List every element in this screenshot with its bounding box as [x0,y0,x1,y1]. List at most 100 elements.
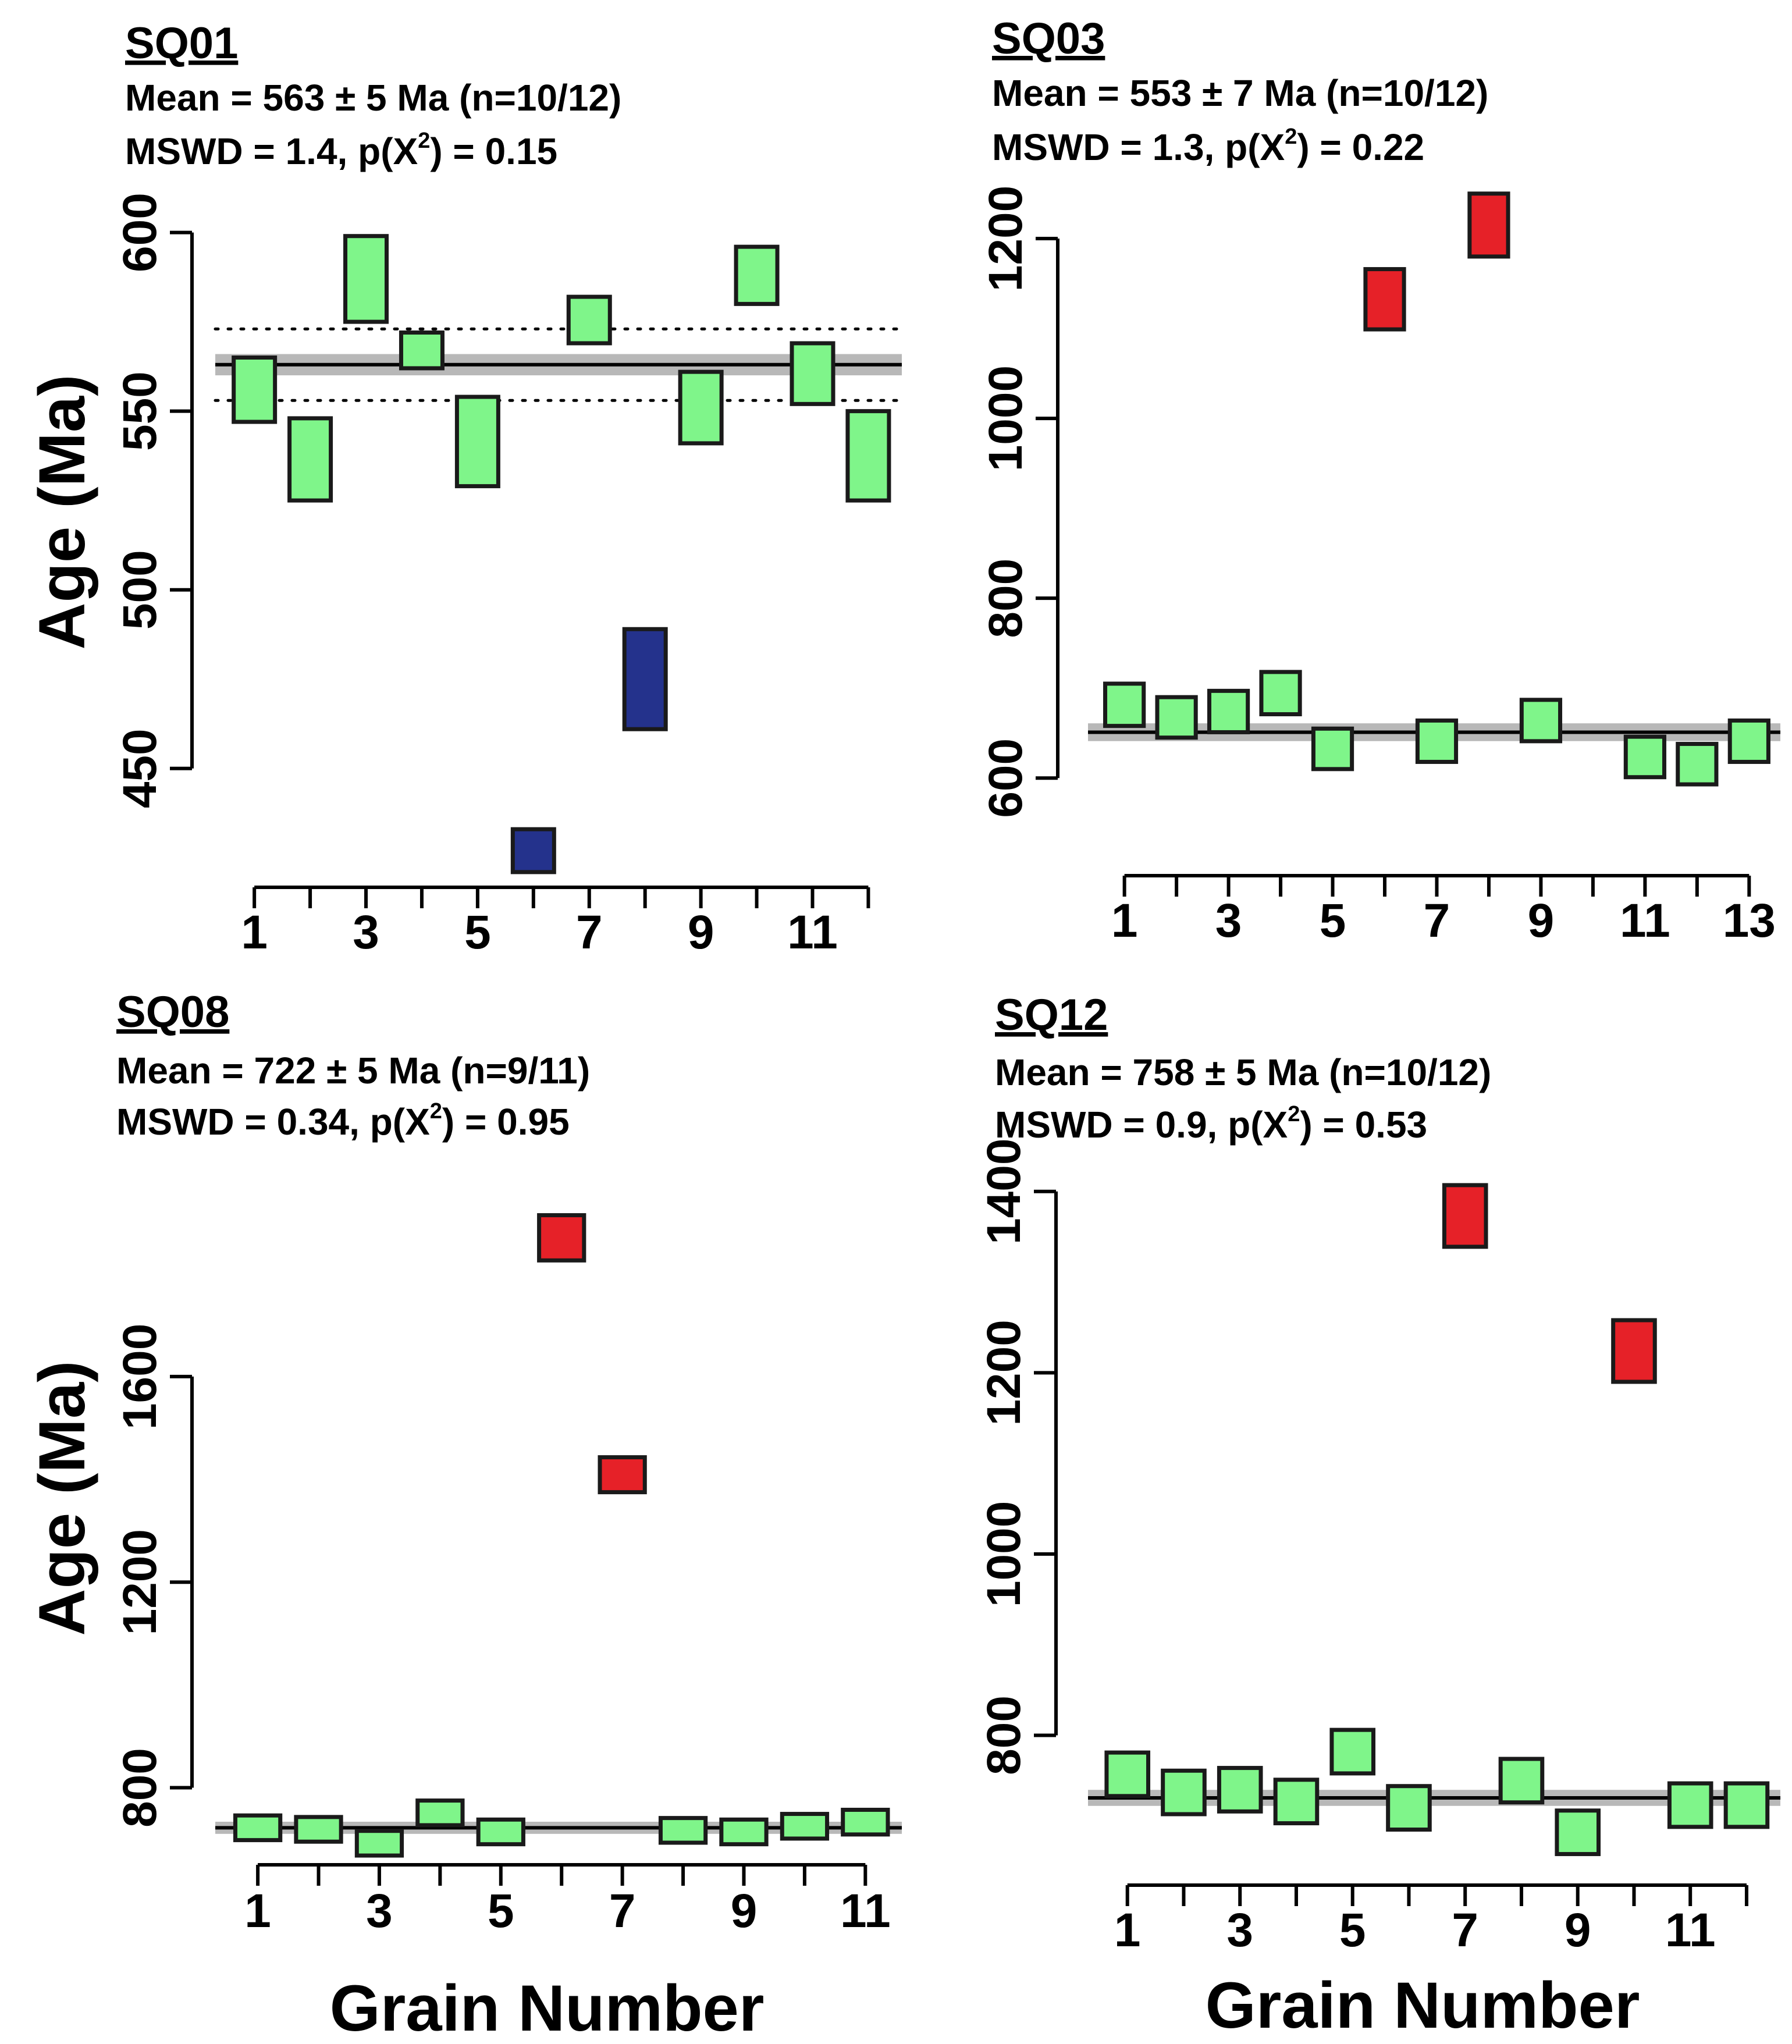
mswd-text: MSWD = 0.34, p(X [116,1101,430,1143]
grain-box-8-concordant [1498,1757,1545,1805]
y-tick-label: 1000 [979,365,1032,471]
panel-title: SQ12 [995,990,1108,1040]
grain-box-9-concordant [719,1817,769,1847]
grain-box-6-discordant [1363,267,1406,332]
mswd-text: MSWD = 1.3, p(X [992,126,1285,168]
x-tick-label: 7 [1424,894,1450,947]
mswd-label: MSWD = 0.9, p(X2) = 0.53 [995,1102,1427,1146]
grain-box-12-concordant [1676,742,1719,787]
x-tick-label: 5 [1320,894,1346,947]
mswd-text: MSWD = 1.4, p(X [125,130,418,172]
x-axis-label: Grain Number [1206,1969,1640,2042]
panel-title: SQ03 [992,14,1105,63]
y-tick-label: 450 [113,728,166,808]
x-tick-label: 3 [1215,894,1242,947]
y-axis-label: Age (Ma) [26,1361,98,1636]
chart-panel-sq08: SQ08 Mean = 722 ± 5 Ma (n=9/11) MSWD = 0.3… [26,987,902,2044]
mean-label: Mean = 553 ± 7 Ma (n=10/12) [992,72,1488,114]
y-axis-label: Age (Ma) [26,375,98,650]
x-tick-label: 7 [576,906,603,959]
grain-box-4-concordant [1259,670,1302,717]
mswd-label: MSWD = 0.34, p(X2) = 0.95 [116,1099,570,1143]
grain-box-7-discordant [598,1455,647,1495]
grain-box-3-concordant [343,234,389,324]
mswd-tail: ) = 0.95 [442,1101,570,1143]
mswd-superscript: 2 [1285,125,1297,149]
x-tick-label: 5 [1339,1904,1366,1957]
x-tick-label: 3 [366,1885,393,1938]
mswd-superscript: 2 [1288,1102,1300,1126]
grain-box-8-young [622,627,668,731]
mean-label: Mean = 758 ± 5 Ma (n=10/12) [995,1051,1491,1093]
x-tick-label: 3 [1226,1904,1253,1957]
grain-box-12-concordant [1723,1781,1770,1829]
grain-box-11-concordant [841,1807,890,1837]
grain-box-9-concordant [678,369,724,446]
grain-box-1-concordant [1104,1750,1151,1798]
grain-box-5-concordant [476,1817,525,1847]
grain-box-2-concordant [287,416,333,503]
x-tick-label: 1 [1114,1904,1141,1957]
grain-box-2-concordant [1161,1768,1207,1817]
grain-box-5-concordant [454,394,500,489]
x-tick-label: 7 [1452,1904,1478,1957]
mswd-tail: ) = 0.22 [1297,126,1424,168]
y-tick-label: 600 [979,738,1032,818]
grain-box-1-concordant [232,356,278,424]
mswd-tail: ) = 0.15 [430,130,557,172]
x-tick-label: 1 [241,906,268,959]
x-tick-label: 1 [244,1885,271,1938]
grain-box-10-concordant [780,1812,830,1841]
y-tick-label: 800 [113,1748,166,1828]
y-tick-label: 1600 [113,1324,166,1430]
y-tick-label: 1200 [113,1529,166,1635]
x-tick-label: 9 [1565,1904,1591,1957]
chart-panel-sq03: SQ03 Mean = 553 ± 7 Ma (n=10/12) MSWD = 1.… [979,14,1780,947]
y-tick-label: 1400 [977,1139,1030,1245]
y-tick-label: 800 [977,1695,1030,1775]
x-tick-label: 5 [488,1885,514,1938]
grain-box-4-concordant [399,330,445,371]
chart-panel-sq12: SQ12 Mean = 758 ± 5 Ma (n=10/12) MSWD = 0.… [977,990,1780,2042]
x-tick-label: 7 [609,1885,636,1938]
x-tick-label: 3 [353,906,379,959]
grain-box-3-concordant [1217,1766,1263,1814]
grain-box-8-concordant [658,1816,708,1845]
mswd-superscript: 2 [430,1099,442,1124]
x-tick-label: 11 [787,906,838,959]
grain-box-11-concordant [790,341,835,406]
grain-box-9-concordant [1555,1808,1601,1857]
mswd-superscript: 2 [418,129,430,153]
grain-box-7-discordant [1442,1183,1488,1249]
y-tick-label: 1000 [977,1501,1030,1607]
grain-box-7-concordant [1415,718,1459,764]
x-tick-label: 13 [1723,894,1776,947]
grain-box-3-concordant [1207,688,1250,734]
grain-box-3-concordant [354,1829,404,1858]
x-tick-label: 9 [1528,894,1555,947]
grain-box-2-concordant [294,1815,343,1844]
mswd-label: MSWD = 1.3, p(X2) = 0.22 [992,125,1424,168]
grain-box-4-concordant [1273,1778,1320,1826]
grain-box-7-concordant [566,294,612,346]
mean-label: Mean = 563 ± 5 Ma (n=10/12) [125,77,621,119]
grain-box-1-concordant [233,1813,283,1843]
y-tick-label: 550 [113,371,166,451]
grain-box-10-discordant [1611,1318,1657,1384]
grain-box-9-concordant [1519,698,1563,744]
y-tick-label: 500 [113,550,166,630]
y-tick-label: 1200 [977,1320,1030,1426]
grain-box-6-discordant [537,1213,586,1263]
grain-box-6-young [510,827,556,875]
grain-box-11-concordant [1623,734,1666,780]
x-tick-label: 1 [1111,894,1138,947]
x-tick-label: 9 [688,906,714,959]
grain-box-12-concordant [845,409,891,503]
panel-title: SQ01 [125,19,238,68]
y-tick-label: 800 [979,559,1032,638]
x-tick-label: 11 [840,1885,891,1938]
y-tick-label: 1200 [979,186,1032,292]
grain-box-6-concordant [1386,1784,1432,1832]
grain-box-5-concordant [1311,726,1354,772]
